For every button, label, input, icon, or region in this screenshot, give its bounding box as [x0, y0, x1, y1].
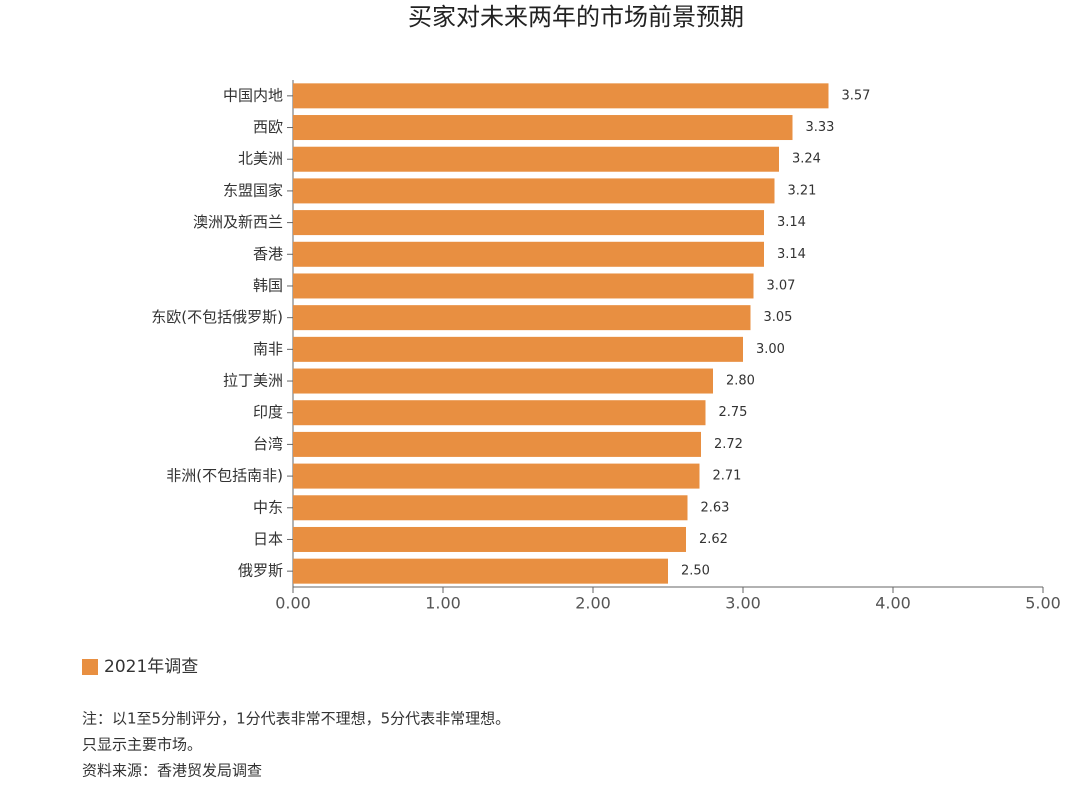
x-tick-label: 5.00	[1025, 594, 1061, 613]
y-tick-label: 台湾	[253, 435, 283, 453]
note: 只显示主要市场。	[82, 736, 202, 754]
value-label: 3.33	[806, 120, 835, 135]
bar	[293, 400, 706, 426]
note: 注：以1至5分制评分，1分代表非常不理想，5分代表非常理想。	[82, 710, 510, 728]
bar	[293, 210, 764, 236]
y-tick-label: 东欧(不包括俄罗斯)	[151, 308, 283, 326]
y-tick-label: 香港	[253, 245, 283, 263]
x-tick-label: 2.00	[575, 594, 611, 613]
y-tick-label: 日本	[253, 530, 283, 548]
x-tick-label: 3.00	[725, 594, 761, 613]
bar	[293, 305, 751, 331]
x-tick-label: 1.00	[425, 594, 461, 613]
y-tick-label: 澳洲及新西兰	[193, 213, 283, 231]
bar	[293, 178, 775, 204]
value-label: 3.14	[777, 247, 806, 262]
value-label: 2.62	[699, 532, 728, 547]
value-label: 2.80	[726, 374, 755, 389]
chart-title: 买家对未来两年的市场前景预期	[408, 3, 744, 31]
y-tick-label: 印度	[253, 403, 283, 421]
value-label: 3.57	[842, 88, 871, 103]
bar	[293, 273, 754, 299]
bar	[293, 526, 686, 552]
value-label: 2.63	[701, 500, 730, 515]
x-tick-label: 4.00	[875, 594, 911, 613]
value-label: 2.50	[681, 564, 710, 579]
bar	[293, 463, 700, 489]
y-tick-label: 南非	[253, 340, 283, 358]
y-tick-label: 东盟国家	[223, 181, 283, 199]
value-label: 2.75	[719, 405, 748, 420]
bar	[293, 241, 764, 267]
value-label: 3.14	[777, 215, 806, 230]
legend-swatch	[82, 659, 98, 675]
bar	[293, 431, 701, 457]
value-label: 2.72	[714, 437, 743, 452]
bar	[293, 495, 688, 521]
y-tick-label: 拉丁美洲	[223, 372, 283, 390]
y-tick-label: 北美洲	[238, 150, 283, 168]
y-tick-label: 西欧	[253, 118, 283, 136]
y-tick-label: 非洲(不包括南非)	[166, 467, 283, 485]
value-label: 3.21	[788, 183, 817, 198]
bar	[293, 368, 713, 394]
bar	[293, 336, 743, 362]
y-tick-label: 中东	[253, 498, 283, 516]
value-label: 3.05	[764, 310, 793, 325]
note: 资料来源：香港贸发局调查	[82, 762, 262, 780]
bar	[293, 83, 829, 109]
x-tick-label: 0.00	[275, 594, 311, 613]
legend-label: 2021年调查	[104, 657, 198, 677]
bar	[293, 558, 668, 584]
value-label: 3.07	[767, 278, 796, 293]
value-label: 3.24	[792, 152, 821, 167]
bar	[293, 115, 793, 141]
y-tick-label: 中国内地	[223, 86, 283, 104]
value-label: 3.00	[756, 342, 785, 357]
bar	[293, 146, 779, 172]
y-tick-label: 韩国	[253, 276, 283, 294]
y-tick-label: 俄罗斯	[238, 562, 283, 580]
value-label: 2.71	[713, 469, 742, 484]
